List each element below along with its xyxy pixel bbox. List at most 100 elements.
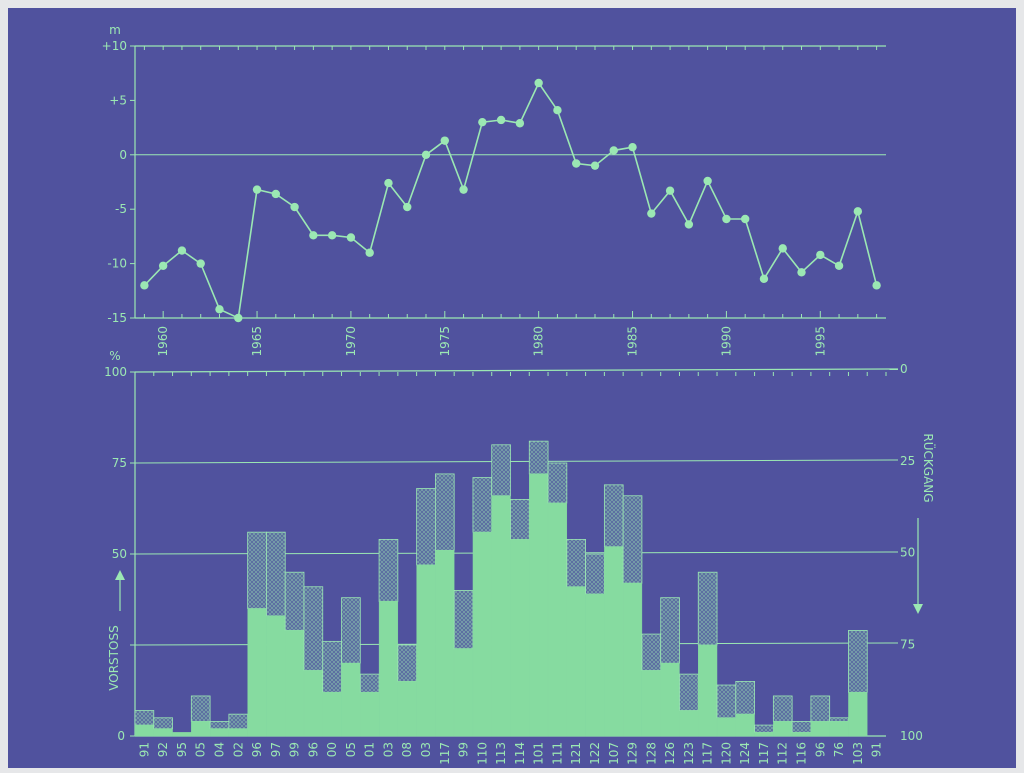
bar-category-label: 126 <box>663 742 677 765</box>
bar-retreat-segment <box>453 590 474 650</box>
line-point <box>778 244 787 253</box>
line-point <box>177 246 187 255</box>
line-point <box>572 159 581 168</box>
bar-retreat-segment <box>547 462 568 504</box>
bar-category-label: 76 <box>832 742 846 757</box>
bar-advance-segment <box>360 692 380 737</box>
bar-retreat-segment <box>716 684 737 719</box>
bar-category-label: 116 <box>795 742 809 765</box>
bar-category-label: 92 <box>156 742 170 757</box>
line-point <box>271 189 281 199</box>
bar-left-arrow-head <box>115 570 125 580</box>
bar-category-label: 120 <box>719 742 733 765</box>
bar-retreat-segment <box>510 498 530 540</box>
line-chart: +10 +5 0 -5 -10 -15 m 1960 1965 1970 1975 1980 1985 1… <box>102 23 886 357</box>
bar-retreat-segment <box>284 571 305 631</box>
line-point <box>684 220 694 229</box>
bar-retreat-segment <box>679 673 699 711</box>
line-y-axis-label: m <box>109 23 121 37</box>
bar-retreat-segment <box>153 717 173 730</box>
line-point <box>797 268 806 277</box>
bar-category-label: 04 <box>212 742 226 757</box>
bar-advance-segment <box>378 601 399 737</box>
bar-advance-segment <box>566 586 586 737</box>
line-y-tick-label: -10 <box>107 257 127 271</box>
bar-category-label: 123 <box>682 742 696 765</box>
bar-advance-segment <box>134 724 154 737</box>
line-point <box>703 176 712 186</box>
bar-y-tick-label: 100 <box>104 365 127 379</box>
bar-right-arrow-head <box>913 604 923 614</box>
line-y-tick-label: 0 <box>119 148 127 162</box>
bar-category-label: 128 <box>644 742 658 765</box>
bar-retreat-segment <box>660 597 680 664</box>
line-y-tick-label: +10 <box>102 39 127 53</box>
bar-category-label: 02 <box>231 742 245 757</box>
bar-retreat-segment <box>190 695 211 722</box>
bar-advance-segment <box>604 546 624 737</box>
bar-category-label: 124 <box>738 742 752 765</box>
bar-retreat-segment <box>209 721 230 730</box>
bar-retreat-segment <box>603 484 624 548</box>
bar-right-tick-label: 0 <box>900 362 908 376</box>
bar-advance-segment <box>585 593 605 737</box>
bar-category-label: 121 <box>569 742 583 765</box>
line-point <box>140 281 149 290</box>
line-point <box>834 261 844 270</box>
bar-retreat-segment <box>341 597 361 664</box>
bar-right-axis-title: RÜCKGANG <box>921 433 937 502</box>
line-x-tick-label: 1990 <box>719 326 733 357</box>
bar-retreat-segment <box>228 713 249 730</box>
line-y-tick-label: -15 <box>107 311 127 325</box>
bar-category-label: 99 <box>457 742 471 757</box>
bar-category-label: 129 <box>626 742 640 765</box>
bar-advance-segment <box>435 550 455 737</box>
bar-category-label: 97 <box>269 742 283 757</box>
bar-category-label: 122 <box>588 742 602 765</box>
bar-retreat-segment <box>528 440 549 475</box>
bar-advance-segment <box>472 531 492 737</box>
bar-advance-segment <box>453 648 474 737</box>
bar-category-label: 103 <box>851 742 865 765</box>
line-point <box>327 231 337 240</box>
line-x-tick-label: 1980 <box>532 326 546 357</box>
line-point <box>872 281 881 290</box>
line-y-tick-label: +5 <box>109 93 127 107</box>
bar-retreat-segment <box>472 477 493 533</box>
bar-advance-segment <box>773 721 793 737</box>
line-x-tick-label: 1975 <box>438 326 452 357</box>
line-x-tick-label: 1965 <box>250 326 264 357</box>
bar-retreat-segment <box>810 695 831 722</box>
bar-advance-segment <box>698 644 718 737</box>
bar-advance-segment <box>153 728 173 737</box>
line-series-path <box>143 81 878 320</box>
line-point <box>346 233 356 242</box>
bar-retreat-segment <box>378 539 399 602</box>
bar-advance-segment <box>303 670 323 737</box>
bar-category-label: 110 <box>475 742 489 765</box>
bar-category-label: 00 <box>325 742 339 757</box>
bar-category-label: 91 <box>137 742 151 757</box>
bar-advance-segment <box>491 495 511 737</box>
bar-advance-segment <box>341 663 361 737</box>
bar-retreat-segment <box>791 721 812 733</box>
line-point <box>665 186 675 195</box>
line-point <box>496 115 506 125</box>
bar-retreat-segment <box>397 644 418 682</box>
line-point <box>722 214 731 224</box>
bar-category-label: 114 <box>513 742 527 765</box>
bar-category-label: 107 <box>607 742 621 765</box>
line-x-tick-label: 1960 <box>156 326 170 357</box>
bar-retreat-segment <box>303 586 324 671</box>
bar-category-label: 91 <box>870 742 884 757</box>
bar-retreat-segment <box>754 724 774 733</box>
line-point <box>609 146 618 155</box>
line-point <box>740 214 750 224</box>
bar-retreat-segment <box>772 695 793 722</box>
bar-category-label: 101 <box>532 742 546 765</box>
bar-retreat-segment <box>585 553 605 595</box>
line-x-tick-label: 1985 <box>626 326 640 357</box>
bar-retreat-segment <box>416 488 436 566</box>
bar-advance-segment <box>547 502 568 737</box>
line-point <box>459 185 468 194</box>
